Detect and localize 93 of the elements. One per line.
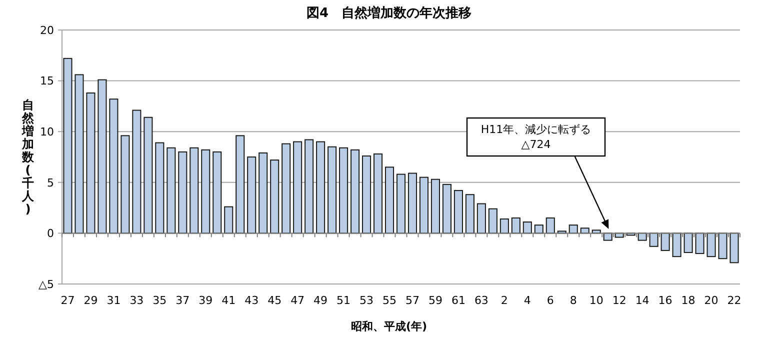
x-tick-label: 8 [570, 294, 577, 307]
bar [236, 135, 245, 234]
bar [304, 139, 314, 234]
bar [638, 232, 647, 241]
bar [706, 232, 716, 258]
bar [109, 98, 118, 234]
bar [178, 151, 188, 234]
y-tick-label: △5 [38, 278, 54, 291]
x-tick-label: 4 [524, 294, 531, 307]
bar [730, 232, 739, 264]
bar [442, 184, 452, 234]
bar [500, 218, 509, 234]
annotation: H11年、減少に転ずる △724 [480, 123, 592, 151]
bar [258, 152, 268, 234]
bar [144, 116, 153, 234]
bar [614, 232, 624, 238]
x-tick-label: 59 [428, 294, 442, 307]
x-tick-label: 22 [727, 294, 742, 307]
x-tick-label: 43 [244, 294, 259, 307]
y-tick-label: 0 [47, 227, 54, 240]
bar [649, 232, 658, 247]
x-tick-label: 57 [405, 294, 420, 307]
bar [465, 194, 474, 234]
bar [695, 232, 704, 254]
y-tick-label: 15 [40, 74, 54, 88]
x-tick-label: 29 [84, 294, 98, 307]
bar [155, 142, 164, 234]
x-tick-label: 37 [176, 294, 190, 307]
bar [247, 156, 256, 234]
x-tick-label: 20 [704, 294, 718, 307]
bar [74, 74, 84, 234]
bar [511, 217, 520, 234]
bar [212, 151, 222, 234]
bar [384, 166, 394, 234]
bar [166, 147, 176, 234]
x-tick-label: 31 [106, 294, 121, 307]
bar [684, 232, 693, 254]
x-tick-label: 41 [222, 294, 236, 307]
x-tick-label: 18 [681, 294, 696, 307]
bar [362, 155, 372, 234]
x-tick-label: 53 [360, 294, 374, 307]
bar [660, 232, 670, 251]
bar [476, 203, 486, 234]
bar [672, 232, 682, 258]
bar [63, 58, 72, 234]
bar [603, 232, 612, 241]
bar [316, 141, 326, 234]
bar [120, 135, 130, 234]
bar [350, 149, 360, 234]
bar [373, 153, 383, 234]
bar [488, 208, 498, 234]
bar [454, 190, 463, 234]
x-tick-label: 47 [290, 294, 305, 307]
bar [293, 141, 302, 234]
bar [86, 92, 96, 234]
x-tick-label: 63 [474, 294, 488, 307]
x-tick-label: 45 [268, 294, 282, 307]
y-tick-label: 10 [40, 125, 54, 138]
x-tick-label: 2 [500, 294, 508, 307]
bar [270, 160, 280, 234]
chart-title: 図4 自然増加数の年次推移 [306, 5, 472, 21]
x-tick-label: 16 [658, 294, 672, 307]
x-axis-title: 昭和、平成(年) [350, 320, 428, 333]
y-tick-label: 5 [47, 176, 54, 190]
bar [328, 146, 337, 234]
x-tick-label: 14 [635, 294, 650, 307]
bar [522, 222, 532, 234]
bar [419, 176, 429, 234]
bar [282, 143, 291, 234]
x-tick-label: 35 [152, 294, 167, 307]
x-tick-label: 27 [60, 294, 75, 307]
text: 自然増加数(千人) [22, 98, 34, 216]
x-tick-label: 39 [198, 294, 213, 307]
bar [190, 147, 199, 234]
x-tick-label: 6 [546, 294, 554, 307]
bar [201, 149, 210, 234]
x-tick-label: 61 [451, 294, 466, 307]
bar [546, 217, 555, 234]
bar [98, 79, 107, 234]
bar [396, 174, 406, 234]
x-tick-label: 55 [382, 294, 397, 307]
y-tick-label: 20 [40, 24, 54, 37]
x-tick-label: 10 [589, 294, 604, 307]
bar [430, 178, 440, 234]
x-tick-label: 51 [336, 294, 351, 307]
bar [339, 147, 348, 234]
bar [132, 110, 142, 234]
x-tick-label: 49 [314, 294, 328, 307]
x-tick-label: 12 [612, 294, 626, 307]
bar [408, 172, 418, 234]
x-tick-label: 33 [130, 294, 144, 307]
bar [718, 232, 728, 260]
bar [224, 206, 234, 234]
